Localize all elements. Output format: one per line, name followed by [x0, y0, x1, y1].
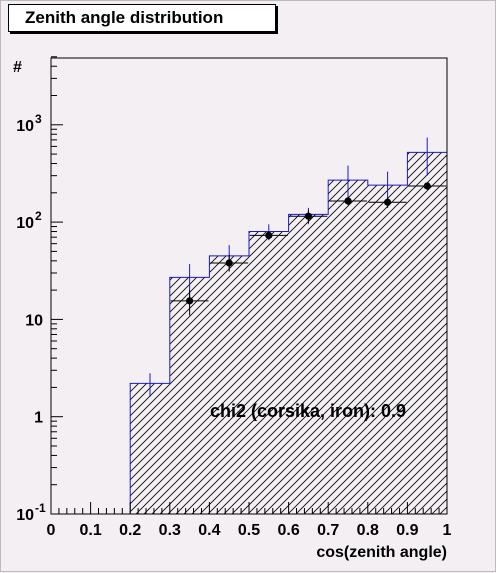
histogram-bar — [169, 277, 210, 514]
chi2-annotation: chi2 (corsika, iron): 0.9 — [210, 401, 406, 421]
histogram-bar — [288, 214, 329, 514]
x-axis-label: cos(zenith angle) — [316, 544, 447, 561]
y-tick-label: 10 — [25, 312, 43, 329]
histogram-bar — [367, 185, 408, 514]
histogram-bar — [130, 383, 170, 514]
chart-title: Zenith angle distribution — [8, 4, 276, 32]
y-tick-exponent: -1 — [35, 501, 46, 515]
x-tick-label: 0.1 — [79, 522, 101, 539]
histogram-bar — [209, 255, 249, 515]
histogram-outline — [129, 151, 448, 514]
data-point — [384, 198, 392, 206]
x-tick-label: 0.2 — [119, 522, 141, 539]
y-tick-label: 10 — [16, 118, 34, 135]
data-point — [304, 212, 312, 220]
data-point — [186, 297, 194, 305]
x-tick-label: 1 — [443, 522, 452, 539]
histogram-bar — [407, 152, 447, 515]
x-tick-label: 0.8 — [357, 522, 379, 539]
y-tick-exponent: 3 — [35, 112, 42, 126]
data-point — [265, 231, 273, 239]
x-tick-label: 0.9 — [396, 522, 418, 539]
x-tick-label: 0.3 — [159, 522, 181, 539]
x-tick-label: 0.5 — [238, 522, 260, 539]
x-tick-label: 0 — [47, 522, 56, 539]
histogram-bar — [249, 231, 289, 514]
y-tick-label: 10 — [16, 507, 34, 524]
x-tick-label: 0.4 — [198, 522, 220, 539]
y-axis-label: # — [13, 59, 22, 76]
y-tick-label: 10 — [16, 215, 34, 232]
y-tick-label: 1 — [34, 410, 43, 427]
y-tick-exponent: 2 — [35, 209, 42, 223]
histogram-bar — [328, 180, 368, 515]
data-point — [423, 182, 431, 190]
data-point — [344, 197, 352, 205]
x-tick-label: 0.7 — [317, 522, 339, 539]
x-tick-label: 0.6 — [277, 522, 299, 539]
data-point — [225, 259, 233, 267]
